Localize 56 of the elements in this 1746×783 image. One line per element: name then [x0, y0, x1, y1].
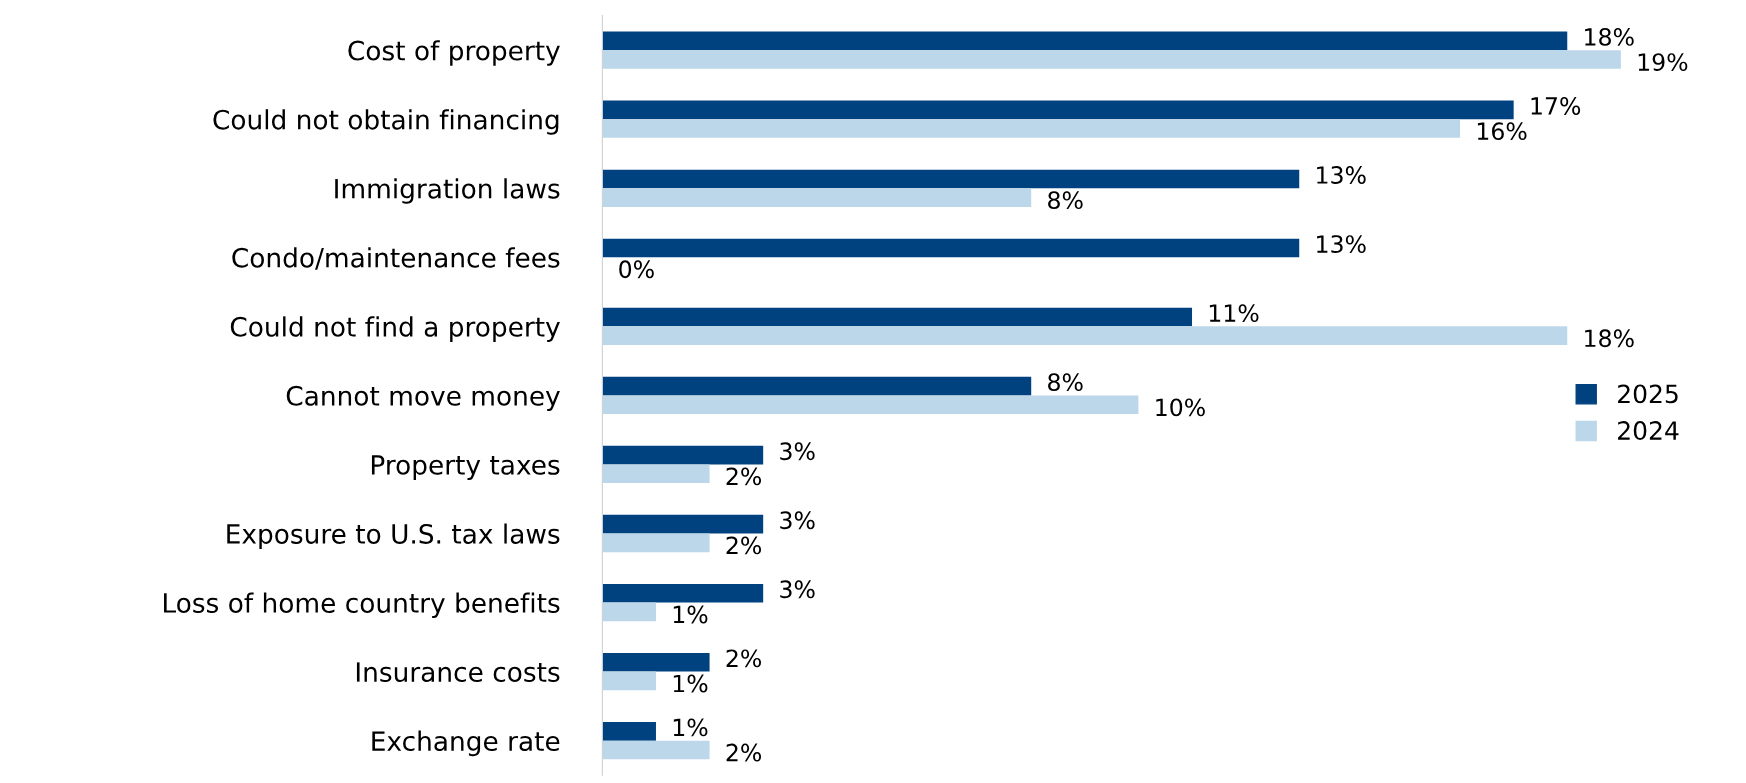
data-label: 2%	[726, 467, 762, 486]
data-label: 13%	[1317, 235, 1366, 253]
data-label: 16%	[1477, 122, 1527, 141]
legend-label: 2025	[1618, 384, 1678, 404]
bar	[602, 326, 1568, 346]
bar	[602, 533, 710, 553]
data-label: 10%	[1156, 398, 1205, 417]
bar	[602, 445, 764, 465]
bar	[602, 671, 656, 691]
y-tick-label: Exposure to U.S. tax laws	[227, 523, 560, 550]
bar	[602, 119, 1461, 138]
data-label: 18%	[1585, 27, 1634, 46]
data-label: 2%	[726, 536, 762, 555]
data-label: 1%	[673, 674, 708, 693]
bar	[602, 169, 1300, 189]
data-label: 3%	[780, 511, 815, 530]
y-tick-label: Immigration laws	[335, 178, 560, 204]
y-tick-label: Cost of property	[348, 40, 560, 66]
legend-label: 2024	[1618, 421, 1679, 440]
data-label: 17%	[1531, 97, 1581, 115]
y-tick-label: Property taxes	[371, 455, 560, 480]
data-label: 1%	[673, 605, 708, 624]
bar	[602, 722, 656, 741]
bar	[602, 464, 710, 484]
y-tick-label: Condo/maintenance fees	[232, 247, 560, 270]
bar	[602, 602, 656, 622]
bar	[602, 376, 1032, 396]
data-label: 3%	[780, 580, 815, 599]
data-label: 19%	[1638, 53, 1688, 72]
y-tick-label: Could not obtain financing	[213, 109, 559, 135]
y-tick-label: Cannot move money	[286, 385, 560, 411]
bar	[602, 31, 1568, 51]
data-label: 8%	[1048, 191, 1083, 210]
bar	[602, 307, 1193, 327]
bar	[602, 188, 1032, 207]
data-label: 1%	[673, 718, 708, 737]
bar	[602, 583, 764, 603]
data-label: 11%	[1209, 304, 1259, 323]
data-label: 8%	[1048, 373, 1083, 392]
data-label: 13%	[1317, 166, 1366, 184]
bar	[602, 514, 764, 534]
data-label: 3%	[780, 442, 815, 461]
y-tick-label: Insurance costs	[356, 662, 560, 682]
bar	[602, 100, 1514, 120]
y-tick-label: Could not find a property	[230, 316, 560, 342]
y-tick-label: Loss of home country benefits	[164, 592, 560, 619]
bar	[602, 50, 1621, 69]
data-label: 2%	[726, 743, 762, 762]
bar	[602, 238, 1300, 258]
bar	[602, 652, 710, 672]
bar	[602, 395, 1139, 415]
data-label: 2%	[726, 649, 762, 668]
bar	[602, 740, 710, 760]
data-label: 18%	[1585, 329, 1634, 348]
data-label: 0%	[619, 260, 654, 279]
y-tick-label: Exchange rate	[372, 730, 560, 757]
